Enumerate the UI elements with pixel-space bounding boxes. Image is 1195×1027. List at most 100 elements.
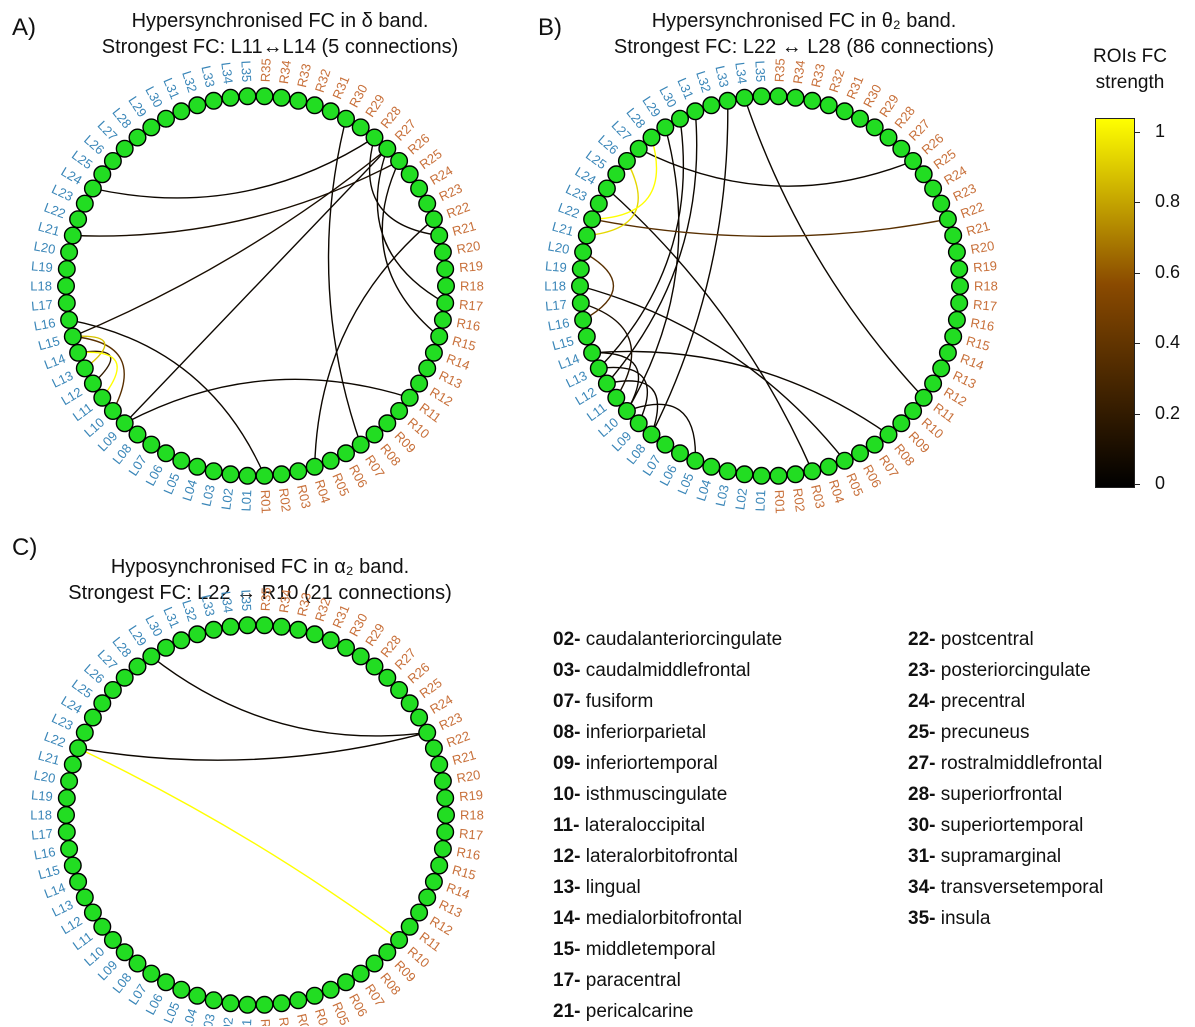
roi-node <box>430 226 449 245</box>
roi-node <box>436 260 455 279</box>
roi-label: L18 <box>30 279 52 294</box>
connection-chord <box>606 187 813 472</box>
roi-label: L21 <box>36 219 61 239</box>
roi-node <box>607 165 626 184</box>
roi-label: R05 <box>329 471 352 499</box>
roi-label: R05 <box>329 1000 352 1026</box>
legend-item: 11- lateraloccipital <box>553 810 782 841</box>
roi-label: R17 <box>973 297 998 314</box>
legend-left-column: 02- caudalanteriorcingulate 03- caudalmid… <box>553 624 782 1027</box>
legend-item-number: 17- <box>553 970 581 991</box>
roi-label: L21 <box>550 219 575 239</box>
roi-node <box>904 151 923 170</box>
connection-chord <box>650 100 729 435</box>
roi-node <box>93 694 112 713</box>
connection-chord <box>606 380 659 435</box>
connection-chord <box>743 97 925 399</box>
roi-label: R01 <box>258 489 274 514</box>
roi-label: L15 <box>36 862 61 882</box>
connection-chord <box>78 351 118 399</box>
colorbar-tick-mark <box>1135 484 1140 485</box>
roi-node <box>577 327 596 346</box>
roi-node <box>142 435 161 454</box>
roi-node <box>769 466 788 485</box>
roi-label: R21 <box>965 218 992 239</box>
roi-node <box>436 294 455 313</box>
roi-label: R04 <box>312 478 334 505</box>
roi-node <box>57 789 76 808</box>
roi-label: L32 <box>693 69 714 94</box>
roi-node <box>83 903 102 922</box>
legend-item-number: 10- <box>553 784 581 805</box>
roi-node <box>944 327 963 346</box>
legend-item-name: precentral <box>935 691 1026 712</box>
roi-label: R22 <box>444 199 472 221</box>
connection-chord <box>626 127 680 412</box>
legend-item-number: 34- <box>908 877 936 898</box>
colorbar-tick-label: 0.2 <box>1155 402 1181 423</box>
roi-node <box>57 260 76 279</box>
roi-node <box>583 210 602 229</box>
legend-item-number: 21- <box>553 1001 581 1022</box>
panel-title-c: Hyposynchronised FC in α₂ band. Stronges… <box>30 554 490 606</box>
roi-label: R20 <box>969 238 995 257</box>
legend-item-number: 03- <box>553 660 581 681</box>
roi-node <box>378 414 397 433</box>
roi-label: R05 <box>843 471 866 499</box>
roi-node <box>418 359 437 378</box>
roi-node <box>188 96 207 115</box>
roi-node <box>835 451 854 470</box>
roi-label: R20 <box>455 767 481 786</box>
panel-title-a-line1: Hypersynchronised FC in δ band. <box>131 10 429 32</box>
roi-label: R16 <box>455 315 481 334</box>
connection-chord <box>638 148 914 187</box>
legend-item-number: 24- <box>908 691 936 712</box>
roi-node <box>60 839 79 858</box>
legend-item-number: 31- <box>908 846 936 867</box>
roi-node <box>904 402 923 421</box>
roi-label: L04 <box>179 1007 200 1026</box>
roi-node <box>944 226 963 245</box>
roi-node <box>69 210 88 229</box>
roi-node <box>365 128 384 147</box>
connection-chord <box>579 285 846 462</box>
roi-node <box>172 102 191 121</box>
roi-label: L35 <box>752 60 768 82</box>
legend-item-number: 12- <box>553 846 581 867</box>
roi-node <box>803 91 822 110</box>
roi-label: L17 <box>31 826 54 843</box>
roi-node <box>938 343 957 362</box>
legend-item: 24- precentral <box>908 686 1103 717</box>
roi-label: L20 <box>547 238 571 257</box>
legend-item-number: 30- <box>908 815 936 836</box>
roi-label: L03 <box>198 483 217 507</box>
roi-node <box>950 294 969 313</box>
roi-label: L23 <box>563 181 589 204</box>
roi-node <box>321 451 340 470</box>
roi-node <box>430 327 449 346</box>
roi-node <box>424 739 443 758</box>
panel-letter-a: A) <box>12 14 36 41</box>
roi-node <box>607 388 626 407</box>
legend-item: 30- superiortemporal <box>908 810 1103 841</box>
legend-item-number: 35- <box>908 908 936 929</box>
roi-label: R33 <box>294 591 314 618</box>
connection-chord <box>124 148 388 424</box>
roi-node <box>60 772 79 791</box>
roi-node <box>424 343 443 362</box>
roi-node <box>60 310 79 329</box>
roi-label: R21 <box>451 218 478 239</box>
roi-node <box>851 444 870 463</box>
roi-node <box>63 226 82 245</box>
roi-label: R32 <box>312 67 334 94</box>
legend-item-name: postcentral <box>935 629 1034 650</box>
roi-node <box>351 964 370 983</box>
connection-chord <box>150 655 428 737</box>
roi-node <box>188 986 207 1005</box>
roi-node <box>947 310 966 329</box>
roi-label: R22 <box>444 728 472 750</box>
roi-node <box>75 723 94 742</box>
roi-node <box>400 694 419 713</box>
roi-label: L03 <box>198 1012 217 1026</box>
roi-node <box>879 128 898 147</box>
